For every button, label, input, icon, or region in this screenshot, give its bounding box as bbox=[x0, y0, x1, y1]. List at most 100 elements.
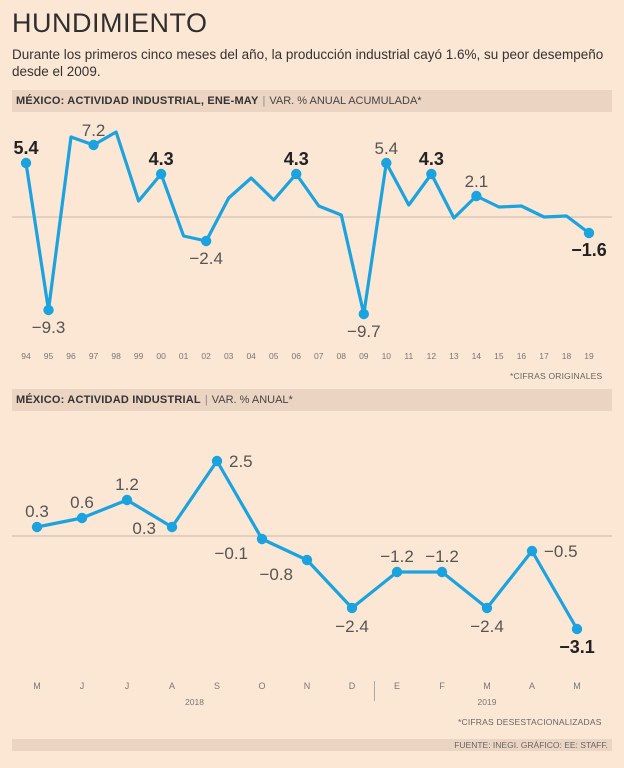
x-tick-label: 09 bbox=[359, 351, 369, 361]
data-label: −2.4 bbox=[335, 617, 369, 636]
source-note: FUENTE: INEGI. GRÁFICO: EE: STAFF. bbox=[454, 740, 608, 750]
data-point bbox=[346, 602, 358, 614]
data-point bbox=[200, 235, 212, 247]
data-point bbox=[358, 308, 369, 320]
chart2-header-unit: VAR. % ANUAL* bbox=[211, 394, 293, 406]
x-tick-label: 98 bbox=[111, 351, 121, 361]
x-tick-label: 95 bbox=[44, 351, 54, 361]
x-tick-label: J bbox=[80, 681, 85, 691]
x-tick-label: A bbox=[169, 681, 175, 691]
chart2-svg: 0.3 0.6 1.2 0.3 2.5 −0.1 −0.8 −2.4 −1.2 −1.2 −2.4 −… bbox=[12, 452, 612, 707]
data-label: 0.3 bbox=[132, 519, 156, 538]
data-point bbox=[471, 190, 482, 202]
x-tick-label: 05 bbox=[269, 351, 279, 361]
data-label: 4.3 bbox=[419, 149, 444, 169]
year-label: 2018 bbox=[185, 697, 204, 707]
data-point bbox=[155, 168, 167, 180]
data-point bbox=[121, 494, 133, 506]
data-point bbox=[526, 545, 538, 557]
data-label: 7.2 bbox=[82, 121, 106, 140]
x-tick-label: D bbox=[349, 681, 356, 691]
data-point bbox=[301, 554, 313, 566]
data-point bbox=[76, 512, 88, 524]
chart1-svg: 5.4 −9.3 7.2 4.3 −2.4 4.3 −9.7 5.4 4.3 2.1 −1.6 94 9… bbox=[12, 121, 612, 361]
data-label: 5.4 bbox=[374, 139, 398, 158]
x-tick-label: 18 bbox=[562, 351, 572, 361]
x-tick-label: 10 bbox=[382, 351, 392, 361]
x-tick-label: 94 bbox=[21, 351, 31, 361]
chart2-note: *CIFRAS DESESTACIONALIZADAS bbox=[458, 717, 602, 727]
x-tick-label: 19 bbox=[584, 351, 594, 361]
x-tick-label: 97 bbox=[89, 351, 99, 361]
data-label: −2.4 bbox=[470, 617, 504, 636]
data-point bbox=[256, 533, 268, 545]
x-tick-label: 17 bbox=[539, 351, 549, 361]
chart1-header-title: MÉXICO: ACTIVIDAD INDUSTRIAL, ENE-MAY bbox=[16, 95, 259, 107]
x-tick-label: 13 bbox=[449, 351, 459, 361]
page-title: HUNDIMIENTO bbox=[12, 8, 208, 38]
data-label: −2.4 bbox=[189, 249, 223, 268]
x-tick-label: M bbox=[483, 681, 491, 691]
page-subtitle: Durante los primeros cinco meses del año… bbox=[12, 47, 604, 79]
data-point bbox=[31, 521, 43, 533]
data-point bbox=[88, 139, 99, 151]
data-label: 4.3 bbox=[284, 149, 309, 169]
data-point bbox=[436, 566, 448, 578]
x-tick-label: M bbox=[33, 681, 41, 691]
data-point bbox=[166, 521, 178, 533]
data-point bbox=[291, 168, 302, 180]
header-separator: | bbox=[262, 95, 266, 107]
x-tick-label: 07 bbox=[314, 351, 324, 361]
x-tick-label: J bbox=[125, 681, 130, 691]
data-point bbox=[481, 602, 493, 614]
data-label: 1.2 bbox=[115, 475, 139, 494]
data-point bbox=[426, 168, 437, 180]
x-tick-label: 99 bbox=[134, 351, 144, 361]
data-label: −1.6 bbox=[571, 240, 607, 260]
x-tick-label: 96 bbox=[66, 351, 76, 361]
data-label: 0.3 bbox=[25, 502, 49, 521]
x-tick-label: 15 bbox=[494, 351, 504, 361]
x-tick-label: 04 bbox=[246, 351, 256, 361]
x-tick-label: 14 bbox=[472, 351, 482, 361]
data-label: −9.3 bbox=[32, 318, 66, 337]
x-tick-label: A bbox=[529, 681, 535, 691]
x-tick-label: 12 bbox=[427, 351, 437, 361]
x-tick-label: O bbox=[258, 681, 265, 691]
chart2-header: MÉXICO: ACTIVIDAD INDUSTRIAL | VAR. % ANUA… bbox=[12, 389, 612, 411]
data-label: 2.1 bbox=[465, 172, 489, 191]
x-tick-label: N bbox=[304, 681, 311, 691]
data-point bbox=[571, 623, 583, 635]
data-label: −3.1 bbox=[559, 637, 595, 657]
data-point bbox=[20, 157, 32, 169]
x-tick-label: 16 bbox=[517, 351, 527, 361]
data-point bbox=[381, 157, 392, 169]
chart2-header-title: MÉXICO: ACTIVIDAD INDUSTRIAL bbox=[16, 394, 201, 406]
data-point bbox=[211, 455, 223, 467]
year-label: 2019 bbox=[478, 697, 497, 707]
x-tick-label: 03 bbox=[224, 351, 234, 361]
chart1-note: *CIFRAS ORIGINALES bbox=[510, 371, 603, 381]
data-label: −0.1 bbox=[214, 544, 248, 563]
x-tick-label: 01 bbox=[179, 351, 189, 361]
x-tick-label: M bbox=[573, 681, 581, 691]
data-label: 5.4 bbox=[13, 138, 38, 158]
data-label: −9.7 bbox=[347, 322, 381, 341]
data-label: 2.5 bbox=[229, 452, 253, 471]
x-tick-label: S bbox=[214, 681, 220, 691]
data-point bbox=[43, 304, 54, 316]
header-separator: | bbox=[204, 394, 208, 406]
source-bar: FUENTE: INEGI. GRÁFICO: EE: STAFF. bbox=[12, 739, 612, 751]
data-label: −0.5 bbox=[544, 542, 578, 561]
series-line bbox=[24, 130, 590, 316]
x-tick-label: 00 bbox=[156, 351, 166, 361]
x-tick-label: 02 bbox=[201, 351, 211, 361]
x-tick-label: 11 bbox=[404, 351, 413, 361]
chart1-header-unit: VAR. % ANUAL ACUMULADA* bbox=[269, 95, 422, 107]
x-tick-label: 06 bbox=[292, 351, 302, 361]
x-tick-label: E bbox=[394, 681, 400, 691]
data-label: −1.2 bbox=[425, 547, 459, 566]
x-tick-label: F bbox=[439, 681, 445, 691]
data-label: −1.2 bbox=[380, 547, 414, 566]
data-point bbox=[583, 227, 595, 239]
